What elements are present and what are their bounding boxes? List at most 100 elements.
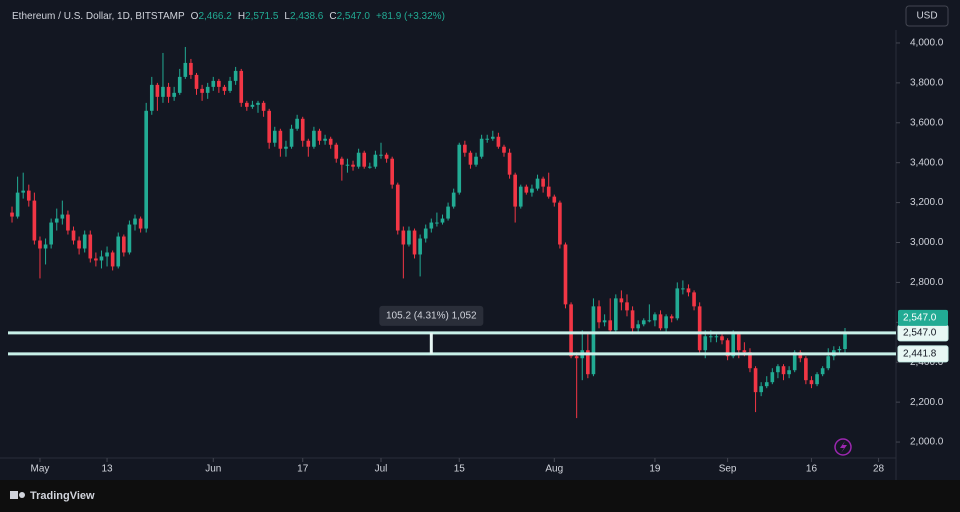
candle-body [463,144,467,153]
candle-body [407,230,411,245]
candle-body [541,178,545,187]
candle-body [362,152,367,167]
header-value: +81.9 (+3.32%) [376,11,445,22]
candle-body [261,102,266,111]
measure-label: 105.2 (4.31%) 1,052 [386,311,477,322]
candle-body [99,256,104,261]
y-tick-label: 3,000.0 [910,237,944,248]
last-price-tag [898,309,948,326]
header-value: 2,438.6 [290,11,324,22]
candle-body [625,302,629,311]
candle-body [418,238,422,255]
candle-body [653,314,657,321]
header-key: L [284,11,290,22]
candle-body [133,218,137,225]
candle-body [826,356,831,369]
measure-box [379,305,484,326]
candle-body [776,366,780,373]
candle-body [189,62,193,75]
candle-body [647,320,652,322]
y-tick-label: 3,800.0 [910,78,944,89]
candle-body [49,222,53,245]
candle-body [664,316,668,329]
candle-body [809,380,814,385]
header-key: H [238,11,245,22]
candle-body [267,110,272,143]
candle-body [736,334,741,351]
header-value: 2,466.2 [198,11,232,22]
candle-body [217,80,221,87]
candle-body [748,352,752,369]
price-tag [897,345,949,363]
candle-body [412,230,417,255]
candle-body [563,244,568,305]
candle-body [110,252,115,267]
candle-body [714,336,719,338]
candle-body [155,84,160,97]
candle-body [742,350,747,353]
candle-body [602,320,607,323]
currency-button[interactable] [905,5,949,27]
candle-body [272,130,277,143]
candle-body [278,130,283,149]
candle-body [675,288,680,319]
candle-body [239,70,244,103]
candle-body [613,298,618,331]
candle-body [597,306,601,323]
candle-body [586,350,590,375]
candle-body [312,130,316,147]
candle-body [535,178,540,189]
candle-body [289,128,294,147]
candle-body [574,356,579,359]
candle-body [390,158,394,185]
candle-body [166,86,171,97]
candle-body [367,166,372,168]
candle-body [843,332,847,350]
candle-body [222,86,227,91]
candle-body [502,146,506,153]
brand: TradingView [30,490,95,502]
candle-body [764,382,769,387]
candle-body [619,298,624,303]
price-tag-label: 2,441.8 [903,349,937,360]
candle-body [630,310,635,329]
price-tag-label: 2,547.0 [903,328,937,339]
candle-body [709,336,713,338]
candle-body [479,138,484,157]
x-tick-label: 17 [297,464,309,475]
candle-body [792,352,797,371]
candle-body [127,224,132,253]
candle-body [608,320,613,331]
candle-body [513,174,517,207]
header-value: 2,571.5 [245,11,279,22]
candle-body [233,70,238,81]
candle-body [10,212,14,217]
last-price-label: 2,547.0 [903,313,937,324]
candle-body [60,214,65,219]
candle-body [172,92,176,97]
candle-body [340,158,344,165]
candle-body [530,188,534,193]
alert-icon[interactable] [834,438,852,456]
x-tick-label: 16 [806,464,818,475]
candle-body [82,234,87,249]
candle-body [138,218,143,229]
x-tick-label: 15 [454,464,466,475]
candle-body [753,368,758,393]
candle-body [485,138,490,140]
candle-body [446,206,450,219]
candle-body [351,164,355,167]
candle-body [200,88,204,93]
y-tick-label: 3,200.0 [910,197,944,208]
candle-body [658,314,663,329]
candle-body [15,192,20,217]
x-tick-label: Aug [545,464,563,475]
candle-body [250,104,255,107]
candle-body [507,152,512,175]
currency[interactable]: USD [916,11,937,22]
candle-body [468,152,473,165]
bottom-bar [0,480,960,512]
candle-body [636,324,640,329]
brand-logo [10,491,25,499]
candle-body [435,222,439,224]
